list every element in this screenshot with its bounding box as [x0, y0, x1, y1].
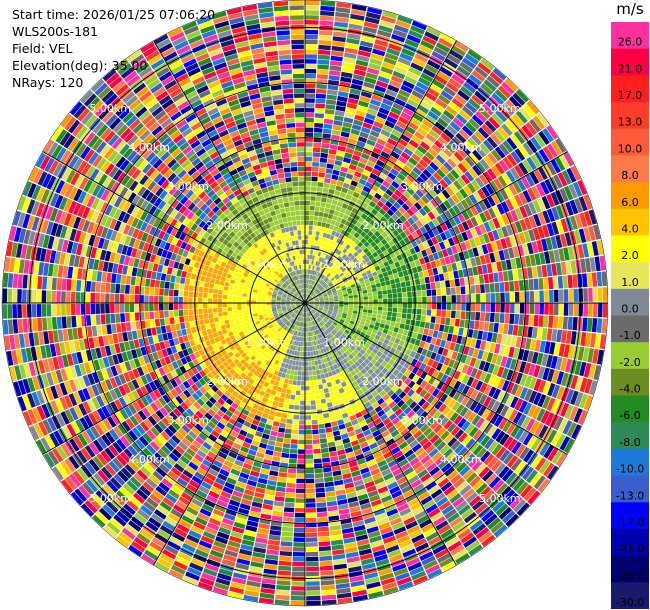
nrays-label: NRays: 120	[12, 75, 84, 90]
range-ring-label: 3.00km	[401, 180, 443, 193]
info-panel: Start time: 2026/01/25 07:06:20 WLS200s-…	[12, 6, 215, 91]
range-ring-label: 2.00km	[362, 219, 404, 232]
colorbar-swatch	[611, 48, 649, 76]
colorbar-tick-label: -8.0	[619, 436, 640, 449]
range-ring-label: 5.00km	[479, 102, 521, 115]
velocity-bin-group	[269, 225, 417, 425]
colorbar-tick-label: -10.0	[616, 463, 644, 476]
elevation-label: Elevation(deg): 35.00	[12, 58, 148, 73]
colorbar-swatch	[611, 22, 649, 50]
colorbar-swatch	[611, 155, 649, 183]
radial-line	[304, 302, 568, 455]
colorbar-tick-label: -30.0	[616, 596, 644, 609]
range-ring-label: 3.00km	[401, 414, 443, 427]
range-ring-labels: 1.00km 1.00km 1.00km 1.00km 2.00km 2.00km 2.00…	[89, 102, 520, 505]
colorbar-swatch	[611, 342, 649, 370]
radial-line	[42, 302, 306, 455]
instrument-label: WLS200s-181	[12, 24, 98, 39]
colorbar-swatch	[611, 235, 649, 263]
colorbar-tick-label: -13.0	[616, 489, 644, 502]
colorbar-tick-label: 1.0	[621, 276, 639, 289]
colorbar-tick-label: 13.0	[618, 116, 643, 129]
range-ring-label: 1.00km	[245, 258, 287, 271]
colorbar-tick-label: 8.0	[621, 169, 639, 182]
radial-line	[153, 40, 306, 304]
colorbar-swatch	[611, 475, 649, 503]
field-label: Field: VEL	[12, 41, 73, 56]
ppi-plot: 1.00km 1.00km 1.00km 1.00km 2.00km 2.00km 2.00…	[1, 0, 608, 607]
range-ring-label: 1.00km	[323, 258, 365, 271]
colorbar-swatch	[611, 448, 649, 477]
velocity-bin-group	[11, 15, 595, 595]
range-ring-label: 2.00km	[206, 375, 248, 388]
colorbar-unit: m/s	[616, 0, 644, 18]
radial-line	[304, 40, 457, 304]
colorbar-tick-label: -26.0	[616, 569, 644, 582]
colorbar-tick-label: 0.0	[621, 303, 639, 316]
range-ring-label: 4.00km	[128, 141, 170, 154]
range-ring-label: 1.00km	[245, 336, 287, 349]
colorbar: 26.0 21.0 17.0 13.0 10.0 8.0 6.0 4.0 2.0 1.0 0.0 -1…	[611, 22, 649, 609]
colorbar-swatch	[611, 102, 649, 130]
colorbar-tick-label: -4.0	[619, 383, 640, 396]
range-ring-label: 2.00km	[206, 219, 248, 232]
radial-line	[304, 302, 457, 566]
colorbar-swatch	[611, 75, 649, 103]
range-ring-label: 4.00km	[128, 453, 170, 466]
radial-line	[153, 302, 306, 566]
velocity-bin-group	[12, 5, 588, 572]
colorbar-tick-label: 26.0	[618, 36, 643, 49]
range-ring-label: 2.00km	[362, 375, 404, 388]
radial-lines	[2, 0, 608, 606]
colorbar-tick-label: -6.0	[619, 409, 640, 422]
radial-line	[304, 151, 568, 304]
colorbar-tick-label: -21.0	[616, 543, 644, 556]
colorbar-tick-label: -1.0	[619, 329, 640, 342]
radial-line	[42, 151, 306, 304]
colorbar-tick-label: 2.0	[621, 249, 639, 262]
velocity-bin-group	[183, 242, 293, 424]
range-ring-label: 5.00km	[479, 492, 521, 505]
colorbar-swatch	[611, 208, 649, 236]
range-ring-label: 5.00km	[89, 492, 131, 505]
velocity-bin-group	[9, 15, 606, 601]
colorbar-tick-label: 10.0	[618, 142, 643, 155]
colorbar-swatch	[611, 315, 649, 343]
colorbar-swatch	[611, 528, 649, 557]
colorbar-swatch	[611, 502, 649, 530]
colorbar-swatch	[611, 182, 649, 210]
range-ring-label: 5.00km	[89, 102, 131, 115]
velocity-bin-group	[7, 10, 590, 596]
colorbar-swatch	[611, 582, 649, 609]
colorbar-swatch	[611, 262, 649, 290]
velocity-bin-group	[3, 12, 603, 602]
range-ring-label: 4.00km	[440, 141, 482, 154]
colorbar-swatch	[611, 288, 649, 316]
start-time-label: Start time: 2026/01/25 07:06:20	[12, 7, 216, 22]
range-ring-label: 3.00km	[167, 180, 209, 193]
colorbar-tick-label: 4.0	[621, 222, 639, 235]
range-ring-label: 3.00km	[167, 414, 209, 427]
range-ring-label: 4.00km	[440, 453, 482, 466]
colorbar-tick-label: -2.0	[619, 356, 640, 369]
colorbar-swatch	[611, 128, 649, 156]
colorbar-swatch	[611, 555, 649, 583]
colorbar-tick-label: 17.0	[618, 89, 643, 102]
colorbar-swatch	[611, 395, 649, 423]
colorbar-tick-label: 6.0	[621, 196, 639, 209]
colorbar-tick-label: -17.0	[616, 516, 644, 529]
velocity-bin-group	[9, 0, 604, 593]
colorbar-tick-label: 21.0	[618, 62, 643, 75]
colorbar-swatch	[611, 422, 649, 450]
colorbar-swatch	[611, 368, 649, 397]
range-ring-label: 1.00km	[323, 336, 365, 349]
